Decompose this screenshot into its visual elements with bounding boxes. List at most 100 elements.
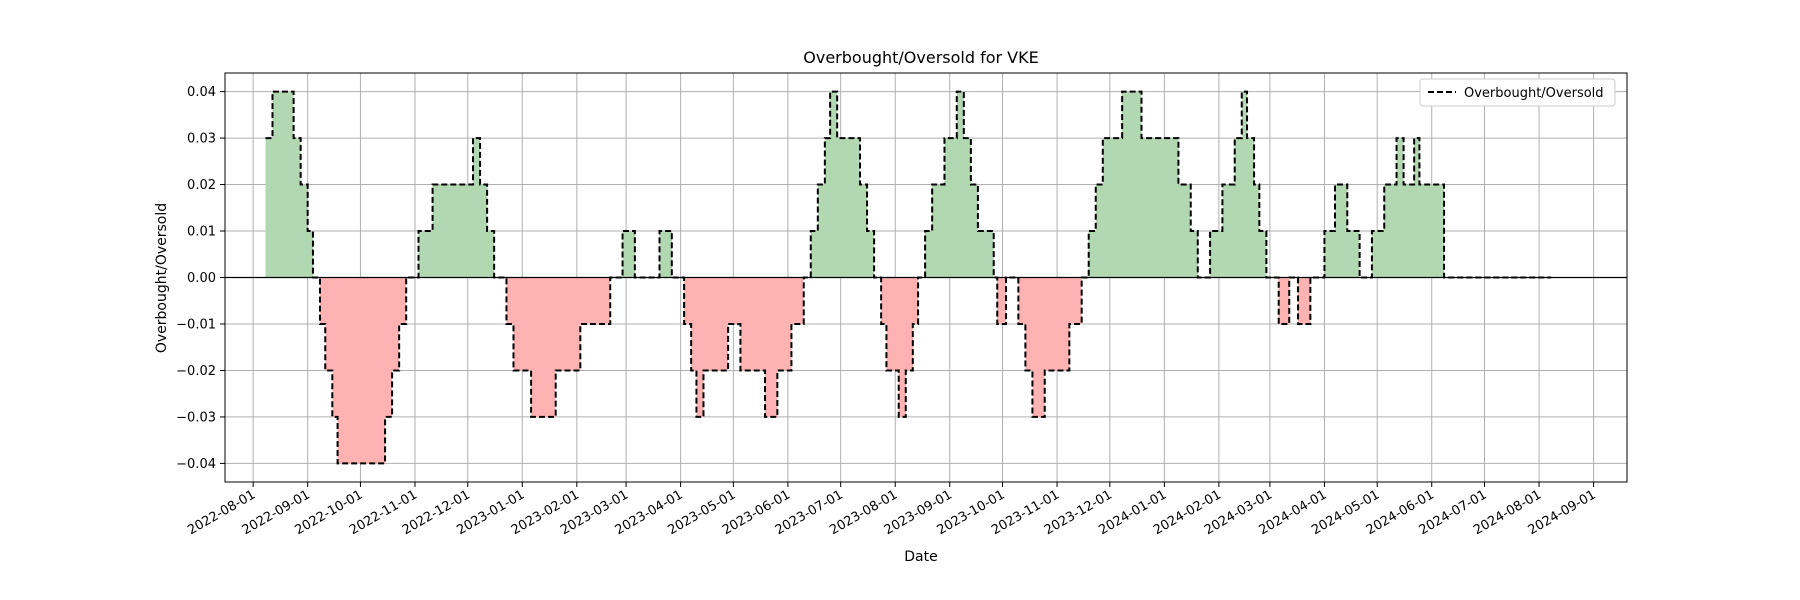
overbought-fill: [293, 138, 301, 278]
overbought-fill: [432, 184, 474, 278]
y-tick-label: −0.02: [176, 364, 216, 379]
overbought-fill: [824, 138, 831, 278]
overbought-fill: [1347, 231, 1360, 278]
oversold-fill: [513, 277, 532, 371]
overbought-fill: [817, 184, 825, 278]
oversold-fill: [319, 277, 326, 324]
overbought-fill: [473, 138, 481, 278]
overbought-fill: [1371, 231, 1385, 278]
overbought-fill: [837, 138, 861, 278]
overbought-fill: [867, 231, 875, 278]
overbought-fill: [970, 184, 978, 278]
overbought-fill: [1241, 91, 1248, 278]
overbought-fill: [1141, 138, 1179, 278]
legend: Overbought/Oversold: [1419, 78, 1616, 107]
x-axis-label: Date: [904, 549, 937, 565]
overbought-fill: [1088, 231, 1096, 278]
oversold-fill: [703, 277, 729, 371]
oversold-fill: [1032, 277, 1045, 417]
oversold-fill: [997, 277, 1007, 324]
y-tick-label: −0.01: [176, 317, 216, 332]
oversold-fill: [1044, 277, 1070, 371]
overbought-fill: [1122, 91, 1142, 278]
oversold-fill: [325, 277, 333, 371]
overbought-fill: [830, 91, 838, 278]
oversold-fill: [791, 277, 804, 324]
y-tick-label: 0.04: [187, 85, 216, 100]
overbought-fill: [1403, 184, 1415, 278]
overbought-fill: [480, 184, 488, 278]
oversold-fill: [385, 277, 393, 417]
overbought-fill: [307, 231, 313, 278]
overbought-fill: [1234, 138, 1242, 278]
oversold-fill: [881, 277, 887, 324]
overbought-fill: [956, 91, 964, 278]
y-tick-label: 0.03: [187, 132, 216, 147]
overbought-fill: [1210, 231, 1223, 278]
fill-areas: [265, 91, 1445, 464]
overbought-fill: [963, 138, 971, 278]
oversold-fill: [777, 277, 792, 371]
oversold-fill: [886, 277, 899, 371]
overbought-fill: [1095, 184, 1103, 278]
overbought-fill: [1102, 138, 1123, 278]
overbought-fill: [418, 231, 433, 278]
overbought-fill: [1334, 184, 1348, 278]
legend-box: [1419, 78, 1616, 107]
oversold-fill: [1025, 277, 1033, 371]
y-tick-label: −0.03: [176, 410, 216, 425]
oversold-fill: [684, 277, 692, 324]
y-tick-label: 0.02: [187, 178, 216, 193]
oversold-fill: [1069, 277, 1082, 324]
y-axis-label: Overbought/Oversold: [154, 203, 170, 353]
oversold-fill: [506, 277, 514, 324]
oversold-fill: [392, 277, 400, 371]
overbought-fill: [1222, 184, 1235, 278]
overbought-fill: [487, 231, 495, 278]
oversold-fill: [912, 277, 919, 324]
oversold-fill: [580, 277, 611, 324]
y-axis: −0.04 −0.03 −0.02 −0.01 0.00 0.01 0.02 0.03 0.04: [176, 85, 225, 472]
overbought-fill: [810, 231, 818, 278]
legend-entry: Overbought/Oversold: [1464, 86, 1604, 101]
y-tick-label: 0.00: [187, 271, 216, 286]
overbought-fill: [265, 138, 273, 278]
oversold-fill: [765, 277, 778, 417]
y-tick-label: 0.01: [187, 225, 216, 240]
overbought-fill: [1247, 138, 1255, 278]
overbought-fill: [1254, 184, 1260, 278]
overbought-fill: [977, 231, 994, 278]
overbought-fill: [1384, 184, 1397, 278]
oversold-fill: [332, 277, 338, 417]
overbought-fill: [1324, 231, 1335, 278]
overbought-fill: [1419, 184, 1445, 278]
chart-title: Overbought/Oversold for VKE: [803, 48, 1038, 67]
overbought-fill: [860, 184, 868, 278]
oversold-fill: [337, 277, 386, 464]
overbought-fill: [622, 231, 635, 278]
overbought-fill: [932, 184, 945, 278]
oversold-fill: [1298, 277, 1311, 324]
oversold-fill: [399, 277, 407, 324]
overbought-fill: [1178, 184, 1191, 278]
overbought-fill: [925, 231, 933, 278]
overbought-fill: [1414, 138, 1420, 278]
overbought-fill: [659, 231, 672, 278]
overbought-fill: [1259, 231, 1267, 278]
series-line-overbought-oversold: [265, 90, 1552, 465]
y-tick-label: −0.04: [176, 457, 216, 472]
overbought-fill: [1190, 231, 1198, 278]
oversold-fill: [905, 277, 913, 371]
overbought-fill: [272, 91, 294, 278]
overbought-fill: [1396, 138, 1404, 278]
overbought-fill: [300, 184, 308, 278]
x-axis: 2022-08-012022-09-012022-10-012022-11-01…: [185, 482, 1599, 538]
oversold-fill: [531, 277, 556, 417]
oversold-fill: [1018, 277, 1026, 324]
overbought-fill: [944, 138, 957, 278]
oversold-fill: [696, 277, 704, 417]
oversold-fill: [1278, 277, 1290, 324]
oversold-fill: [691, 277, 697, 371]
oversold-fill: [898, 277, 906, 417]
